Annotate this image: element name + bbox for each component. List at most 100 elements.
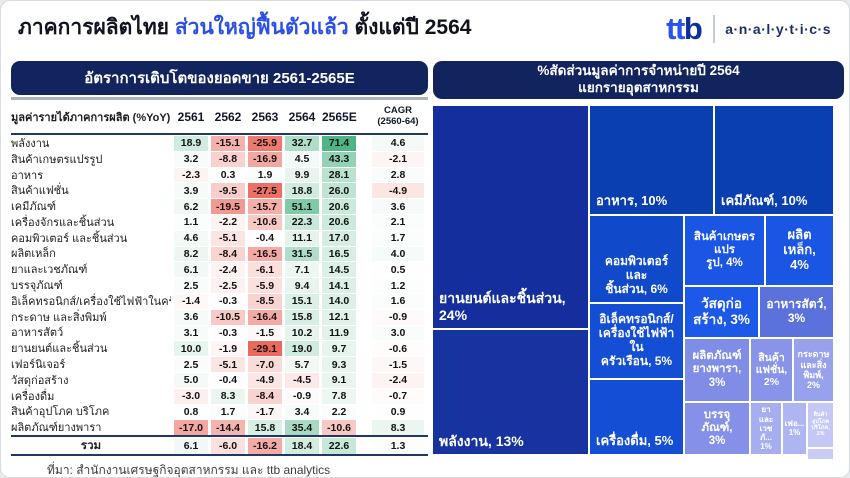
value-cell: -19.5 [211,199,245,214]
column-spacer [359,437,369,454]
treemap-cell-label: 1% [788,428,801,438]
value-cell: -1.4 [174,293,208,309]
row-label: อาหาร [11,169,44,182]
treemap-cell-label: บรรจุภัณฑ์, [701,408,733,434]
table-row-processed-agriculture: สินค้าเกษตรแปรรูป 3.2 -8.8 -16.9 4.5 43.3 -2.1 [11,151,428,167]
treemap-cell-packaging: บรรจุภัณฑ์, 3% [685,402,749,454]
value-cell: 10.0 [174,341,208,357]
value-cell: 51.1 [285,199,319,214]
source-note: ที่มา: สำนักงานเศรษฐกิจอุตสาหกรรม และ tt… [47,463,331,478]
treemap-cell-consumer-goods: สินค้า อุปโภค บริโภค, 1% [808,402,833,448]
value-cell: -2.5 [211,278,245,293]
ttb-analytics-logo: ttb a·n·a·l·y·t·i·c·s [666,13,831,44]
value-cell: 16.5 [322,246,356,262]
value-cell: 22.3 [285,214,319,230]
value-cell: -8.4 [211,246,245,262]
value-cell: -8.5 [248,293,282,309]
value-cell: -25.9 [248,136,282,151]
column-spacer [359,167,369,183]
treemap-cell-label: 1% [760,442,772,452]
row-label: อิเล็คทรอนิกส์/เครื่องใช้ไฟฟ้าในครัวเรือ… [11,295,171,308]
treemap-title: %สัดส่วนมูลค่าการจำหน่ายปี 2564 แยกรายอุ… [433,61,844,99]
value-cell: -2.3 [174,167,208,183]
value-cell: -10.6 [248,214,282,230]
value-cell: 2.2 [322,404,356,420]
table-row-furniture: เฟอร์นิเจอร์ 2.5 -5.1 -7.0 5.7 9.3 -1.5 [11,356,428,372]
value-cell: 9.9 [285,167,319,183]
column-spacer [359,246,369,262]
treemap-cell-animal-feed: อาหารสัตว์, 3% [760,286,833,337]
column-spacer [359,340,369,356]
value-cell: -29.1 [248,341,282,357]
value-cell: 22.6 [322,438,356,455]
value-cell: -4.9 [248,372,282,388]
treemap-cell-label: ผลิตภัณฑ์ [692,350,742,363]
value-cell: 9.1 [322,372,356,388]
value-cell: 3.2 [174,151,208,167]
column-spacer [359,325,369,341]
value-cell: 6.1 [174,438,208,455]
table-row-energy: พลังงาน 18.9 -15.1 -25.9 32.7 71.4 4.6 [11,135,428,151]
value-cell: -1.7 [248,404,282,420]
row-label: เครื่องดื่ม [11,390,55,403]
column-spacer [359,230,369,246]
table-row-machinery-parts: เครื่องจักรและชิ้นส่วน 1.1 -2.2 -10.6 22.3 20… [11,214,428,230]
column-header-2565E: 2565E [322,109,357,124]
value-cell: -3.0 [174,388,208,404]
column-spacer [359,135,369,151]
value-cell: -0.6 [372,341,424,357]
value-cell: 4.6 [372,136,424,151]
title-part-dark-1: ภาคการผลิตไทย [18,16,175,39]
treemap-cell-fashion: สินค้า แฟชั่น, 2% [751,338,792,402]
column-spacer [359,277,369,293]
row-label: วัสดุก่อสร้าง [11,374,69,387]
treemap-cell-label: สินค้า [813,412,828,419]
treemap-cell-label: แฟชั่น, [755,363,788,376]
value-cell: 28.1 [322,167,356,183]
value-cell: 31.5 [285,246,319,262]
value-cell: 4.5 [285,151,319,167]
treemap-cell-chemicals: เคมีภัณฑ์, 10% [715,106,833,215]
treemap-cell-label: อาหารสัตว์, [766,296,827,311]
treemap-cell-label: สินค้า [758,351,785,364]
value-cell: 35.4 [285,420,319,436]
value-cell: -1.9 [211,341,245,357]
value-cell: 3.6 [174,309,208,325]
value-cell: 9.3 [322,357,356,372]
value-cell: 3.9 [174,183,208,199]
value-cell: -0.3 [211,325,245,341]
column-spacer [359,419,369,435]
table-row-food: อาหาร -2.3 0.3 1.9 9.9 28.1 2.8 [11,167,428,183]
value-cell: 1.2 [372,278,424,293]
treemap-cell-label: ครัวเรือน, 5% [600,353,673,368]
treemap-cell-label: ชิ้นส่วน, 6% [605,281,668,296]
row-label: เฟอร์นิเจอร์ [11,359,66,372]
table-row-beverages: เครื่องดื่ม -3.0 8.3 -8.4 -0.9 7.8 -0.7 [11,388,428,404]
column-header-2564: 2564 [288,109,316,124]
value-cell: 11.1 [285,230,319,246]
value-cell: -7.0 [248,357,282,372]
treemap-cell-label: 3% [708,435,726,448]
analytics-logo-text: a·n·a·l·y·t·i·c·s [725,20,831,37]
column-spacer [359,372,369,388]
table-header-row: มูลค่ารายได้ภาคการผลิต (%YoY) 2561 2562 256… [11,100,428,135]
treemap-cell-processed-agriculture: สินค้าเกษตรแปร รูป, 4% [685,216,764,285]
title-part-accent: ส่วนใหญ่ฟื้นตัวแล้ว [174,16,349,39]
treemap-cell-other-sliver [808,449,833,460]
treemap-cell-electronics-appliances: อิเล็คทรอนิกส์/เครื่องใช้ไฟฟ้าใน ครัวเรือ… [590,303,683,378]
treemap-cell-label: ยางพารา, 3% [692,363,742,389]
treemap-cell-label: 2% [806,380,820,391]
table-title: อัตราการเติบโตของยอดขาย 2561-2565E [11,61,428,95]
row-label: ผลิตภัณฑ์ยางพารา [11,422,102,435]
column-spacer [359,309,369,325]
table-row-paper-printing: กระดาษ และสิ่งพิมพ์ 3.6 -10.5 -16.4 15.8 12.1… [11,309,428,325]
value-cell: -14.4 [211,420,245,436]
value-cell: -2.4 [211,262,245,278]
value-cell: -17.0 [174,420,208,436]
treemap-cell-label: สินค้าเกษตรแปร [693,230,756,256]
row-label: ยานยนต์และชิ้นส่วน [11,343,108,356]
treemap-cell-pharmaceuticals: ยาและ เวชภั... 1% [751,402,781,454]
value-cell: 1.1 [174,214,208,230]
value-cell: 18.9 [174,136,208,151]
